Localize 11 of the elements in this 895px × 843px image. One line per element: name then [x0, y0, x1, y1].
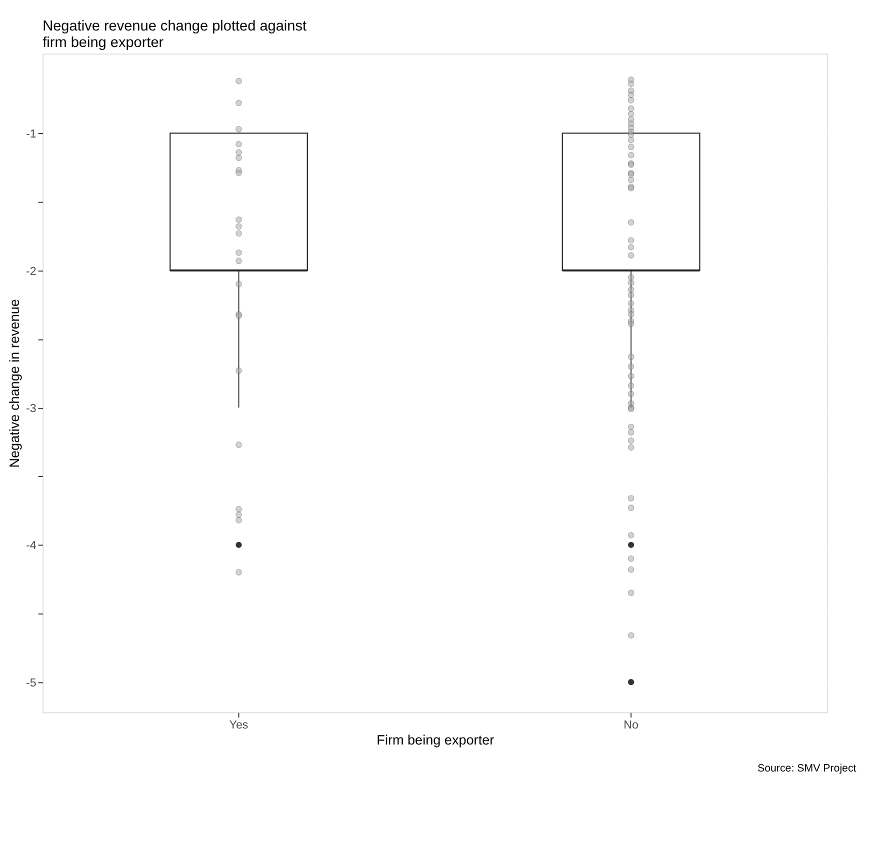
- x-tick-label: Yes: [229, 718, 248, 732]
- chart-title: Negative revenue change plotted against firm being exporter: [42, 18, 307, 51]
- y-tick-label: -1: [26, 128, 36, 141]
- x-axis-title: Firm being exporter: [376, 732, 495, 748]
- y-axis-title: Negative change in revenue: [7, 299, 22, 468]
- y-tick-label: -3: [26, 402, 36, 416]
- y-tick-label: -2: [26, 264, 36, 278]
- source-note: Source: SMV Project: [757, 762, 856, 774]
- x-tick-label: No: [624, 718, 638, 732]
- y-tick-label: -4: [26, 539, 37, 552]
- y-tick-label: -5: [26, 676, 36, 690]
